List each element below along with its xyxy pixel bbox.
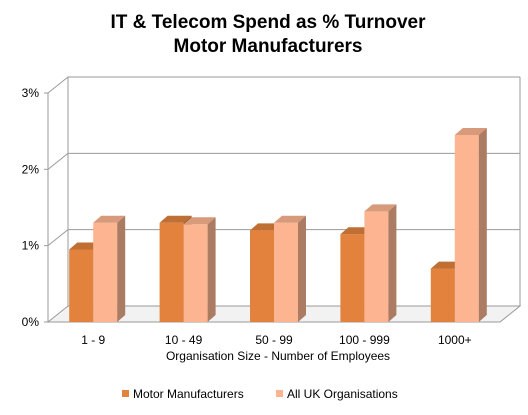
bar-side: [207, 217, 216, 322]
bar-side: [478, 127, 487, 322]
chart-title: IT & Telecom Spend as % Turnover: [111, 12, 427, 33]
y-tick-label: 3%: [22, 86, 40, 100]
y-axis-ticks: 0% 1% 2% 3%: [22, 86, 40, 329]
bar-front: [340, 234, 365, 322]
gridline: [47, 152, 520, 170]
legend-label: Motor Manufacturers: [133, 387, 244, 401]
bar: [454, 127, 487, 322]
bars: [69, 127, 487, 322]
x-tick-label: 1 - 9: [81, 333, 105, 347]
bar: [364, 204, 397, 322]
x-axis-label: Organisation Size - Number of Employees: [166, 349, 390, 363]
bar-front: [183, 224, 208, 322]
bar-top: [159, 215, 192, 223]
x-tick-label: 50 - 99: [255, 333, 293, 347]
y-tick-label: 0%: [22, 315, 40, 329]
gridlines: [44, 76, 520, 323]
bar: [340, 227, 373, 322]
bar: [183, 217, 216, 322]
bar: [93, 215, 126, 322]
legend-swatch: [122, 390, 129, 397]
x-tick-label: 10 - 49: [165, 333, 203, 347]
bar-front: [430, 268, 455, 322]
bar-front: [69, 249, 94, 322]
bar-side: [117, 215, 126, 322]
bar-top: [274, 215, 306, 223]
x-tick-label: 1000+: [438, 333, 472, 347]
bar-top: [454, 127, 487, 135]
legend-label: All UK Organisations: [287, 387, 398, 401]
bar-top: [364, 204, 397, 212]
x-axis-ticks: 1 - 9 10 - 49 50 - 99 100 - 999 1000+: [81, 333, 471, 347]
bar-front: [250, 230, 274, 322]
y-tick-label: 2%: [22, 162, 40, 176]
bar-front: [454, 134, 479, 322]
gridline: [47, 76, 520, 94]
bar-front: [159, 222, 184, 322]
bar-side: [388, 204, 397, 322]
bar-front: [364, 211, 389, 322]
bar-front: [274, 222, 298, 322]
bar: [274, 215, 306, 322]
chart-subtitle: Motor Manufacturers: [174, 36, 363, 57]
bar-top: [93, 215, 126, 223]
bar-top: [183, 217, 216, 225]
x-tick-label: 100 - 999: [339, 333, 390, 347]
bar-side: [298, 215, 306, 322]
legend-swatch: [276, 390, 283, 397]
legend: Motor Manufacturers All UK Organisations: [122, 387, 398, 401]
bar-front: [93, 222, 118, 322]
y-tick-label: 1%: [22, 239, 40, 253]
